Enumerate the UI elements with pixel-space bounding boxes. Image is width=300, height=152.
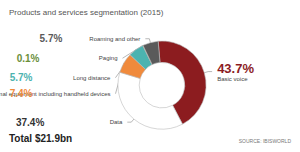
svg-text:7.4%: 7.4% [10, 88, 33, 99]
svg-text:Roaming and other: Roaming and other [89, 36, 140, 42]
svg-text:Basic voice: Basic voice [217, 76, 248, 82]
svg-text:5.7%: 5.7% [40, 33, 63, 44]
svg-text:Products and services segmenta: Products and services segmentation (2015… [9, 8, 164, 17]
svg-text:5.7%: 5.7% [10, 72, 33, 83]
svg-text:Total $21.9bn: Total $21.9bn [9, 133, 72, 144]
svg-text:43.7%: 43.7% [217, 61, 254, 76]
svg-text:37.4%: 37.4% [16, 117, 44, 128]
svg-text:Long distance: Long distance [73, 75, 111, 81]
svg-text:Paging: Paging [99, 55, 118, 61]
svg-text:SOURCE: IBISWORLD: SOURCE: IBISWORLD [239, 138, 292, 144]
svg-text:Data: Data [110, 119, 123, 125]
svg-text:0.1%: 0.1% [17, 53, 40, 64]
